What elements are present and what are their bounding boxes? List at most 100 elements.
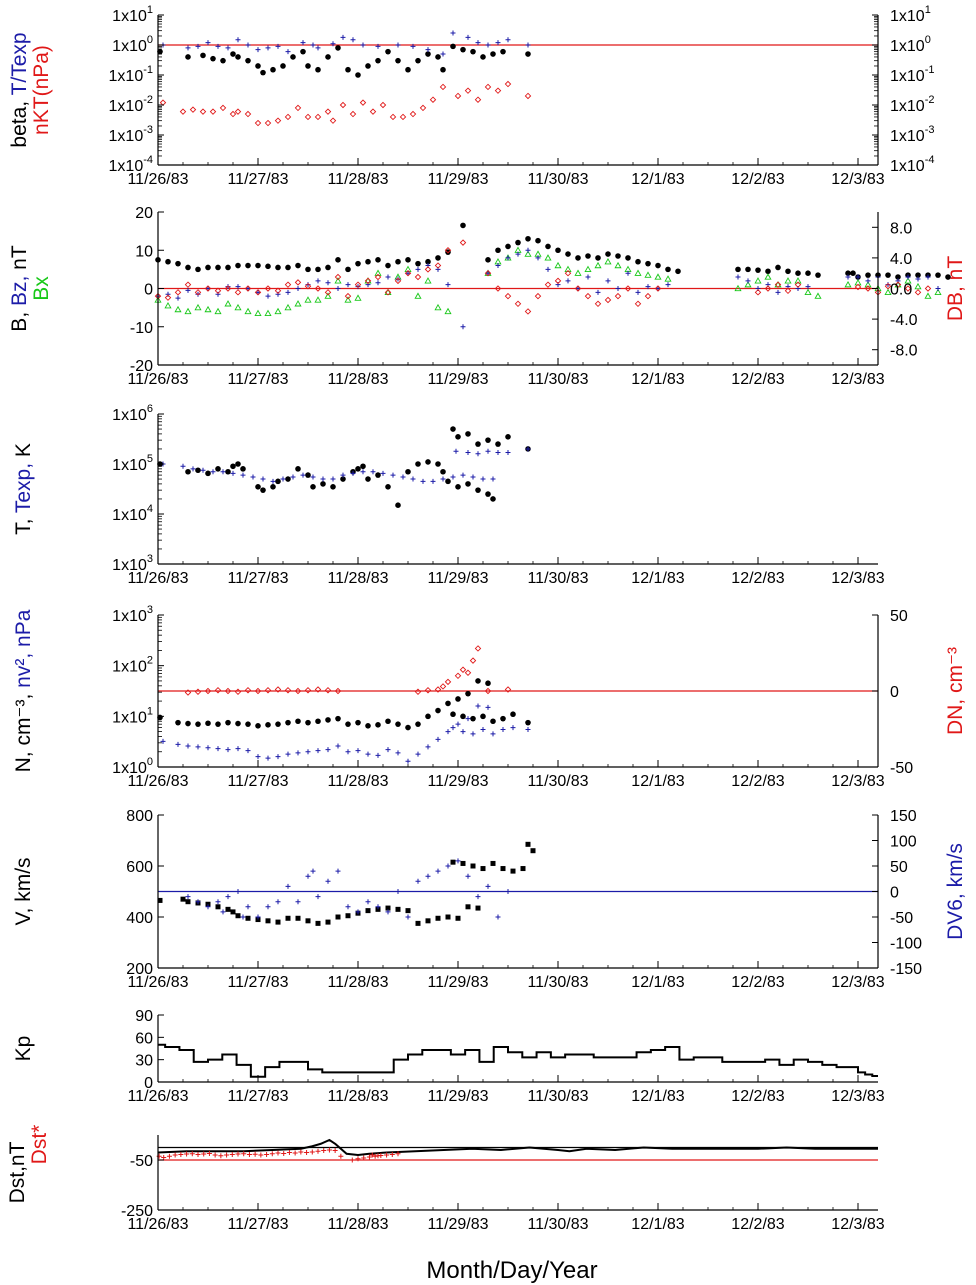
data-point [375,57,381,64]
data-point [209,108,217,115]
data-point [594,261,602,269]
data-point [454,92,462,100]
data-point [419,104,427,112]
data-point [494,87,502,94]
data-point [465,34,471,40]
data-point [854,283,862,291]
data-point [475,40,481,46]
data-point [212,1152,218,1158]
x-tick-label: 11/26/83 [127,1216,188,1233]
data-point [241,1151,247,1157]
y-tick-label-right: 1x101 [890,4,931,25]
data-point [215,721,221,727]
data-point [450,859,456,865]
tick-label-base: 1x10 [112,709,147,726]
tick-label-exponent: 1 [147,705,153,717]
data-point [415,461,421,467]
data-point [485,42,491,48]
x-tick-label: 12/3/83 [831,570,884,587]
data-point [274,117,282,124]
data-point [349,1157,355,1163]
data-point [485,704,491,710]
data-point [440,66,446,73]
data-point [369,108,377,115]
data-point [325,878,331,884]
data-point [595,255,601,261]
data-point [274,287,282,295]
data-point [384,1152,390,1158]
x-tick-label: 11/30/83 [527,1088,588,1105]
data-point [555,247,561,254]
data-point [865,278,871,284]
data-point [505,449,511,455]
data-point [195,43,201,49]
x-tick-label: 12/2/83 [731,773,784,790]
panel-beta: 11/26/83 11/27/83 11/28/83 11/29/83 11/30/83… [8,4,934,188]
data-point [285,915,291,921]
data-point [310,483,316,490]
data-point [335,914,341,920]
data-point [914,289,922,296]
data-point [775,264,781,271]
y-axis-label: beta, T/Texp [8,32,31,147]
data-point [675,268,681,275]
data-point [230,909,236,915]
tick-label-base: 1x10 [109,128,144,145]
data-point [305,472,311,478]
data-point [290,54,296,60]
data-point [460,222,466,229]
data-point [505,889,511,894]
data-point [450,426,456,432]
data-point [554,261,562,269]
data-point [164,294,172,301]
data-point [490,476,496,482]
data-point [235,461,241,467]
x-tick-label: 12/1/83 [631,570,684,587]
data-point [460,860,466,866]
y-axis-label-part: N, cm⁻³, [12,688,35,773]
data-point [285,49,291,55]
x-tick-label: 11/28/83 [327,570,388,587]
data-point [285,751,291,757]
panel-kp: 11/26/83 11/27/83 11/28/83 11/29/83 11/30/83… [12,1008,885,1105]
data-point [310,42,316,48]
data-point [389,1152,395,1157]
data-point [350,37,356,43]
data-point [345,282,351,288]
x-tick-label: 11/28/83 [327,974,388,991]
data-point [460,729,466,735]
data-point [564,265,572,273]
data-point [654,273,662,280]
data-point [510,725,516,731]
data-point [495,441,501,447]
data-point [205,286,211,291]
data-point [284,303,292,311]
data-point [465,449,471,455]
data-point [735,274,741,280]
data-point [425,918,431,924]
x-tick-label: 12/3/83 [831,974,884,991]
y-tick-label: 1x100 [112,34,153,55]
data-point [544,281,552,288]
y-tick-label: -10 [130,320,153,337]
y-tick-label: 1x100 [112,756,153,777]
data-point [490,731,496,737]
data-point [845,270,851,277]
data-point [494,285,502,292]
y-axis-label-part: beta, [8,95,31,147]
data-point [625,255,631,261]
data-point [159,99,167,106]
data-point [344,296,352,303]
data-point [470,731,476,737]
data-point [205,40,211,46]
x-tick-label: 11/30/83 [527,773,588,790]
data-point [665,282,671,288]
tick-label-base: 1x10 [890,158,925,175]
data-point [495,247,501,254]
y-tick-label-right: 1x10-2 [890,94,934,115]
data-point [220,909,226,915]
y-tick-label-right: -4.0 [890,312,918,329]
data-point [465,431,471,437]
y-tick-label-right: 8.0 [890,220,912,237]
series-2 [159,80,532,127]
